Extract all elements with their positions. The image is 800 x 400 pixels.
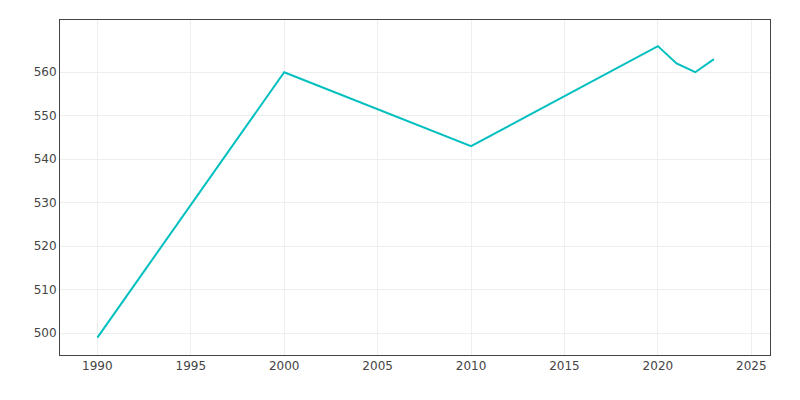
svg-text:1990: 1990 bbox=[82, 359, 113, 373]
svg-text:2015: 2015 bbox=[549, 359, 580, 373]
svg-text:2005: 2005 bbox=[362, 359, 393, 373]
svg-text:510: 510 bbox=[34, 283, 57, 297]
svg-text:550: 550 bbox=[34, 109, 57, 123]
svg-text:520: 520 bbox=[34, 239, 57, 253]
svg-text:540: 540 bbox=[34, 152, 57, 166]
svg-text:2000: 2000 bbox=[269, 359, 300, 373]
svg-text:530: 530 bbox=[34, 196, 57, 210]
svg-text:500: 500 bbox=[34, 326, 57, 340]
svg-text:2020: 2020 bbox=[643, 359, 674, 373]
svg-text:560: 560 bbox=[34, 65, 57, 79]
svg-text:2010: 2010 bbox=[456, 359, 487, 373]
svg-text:2025: 2025 bbox=[736, 359, 767, 373]
svg-text:1995: 1995 bbox=[176, 359, 207, 373]
